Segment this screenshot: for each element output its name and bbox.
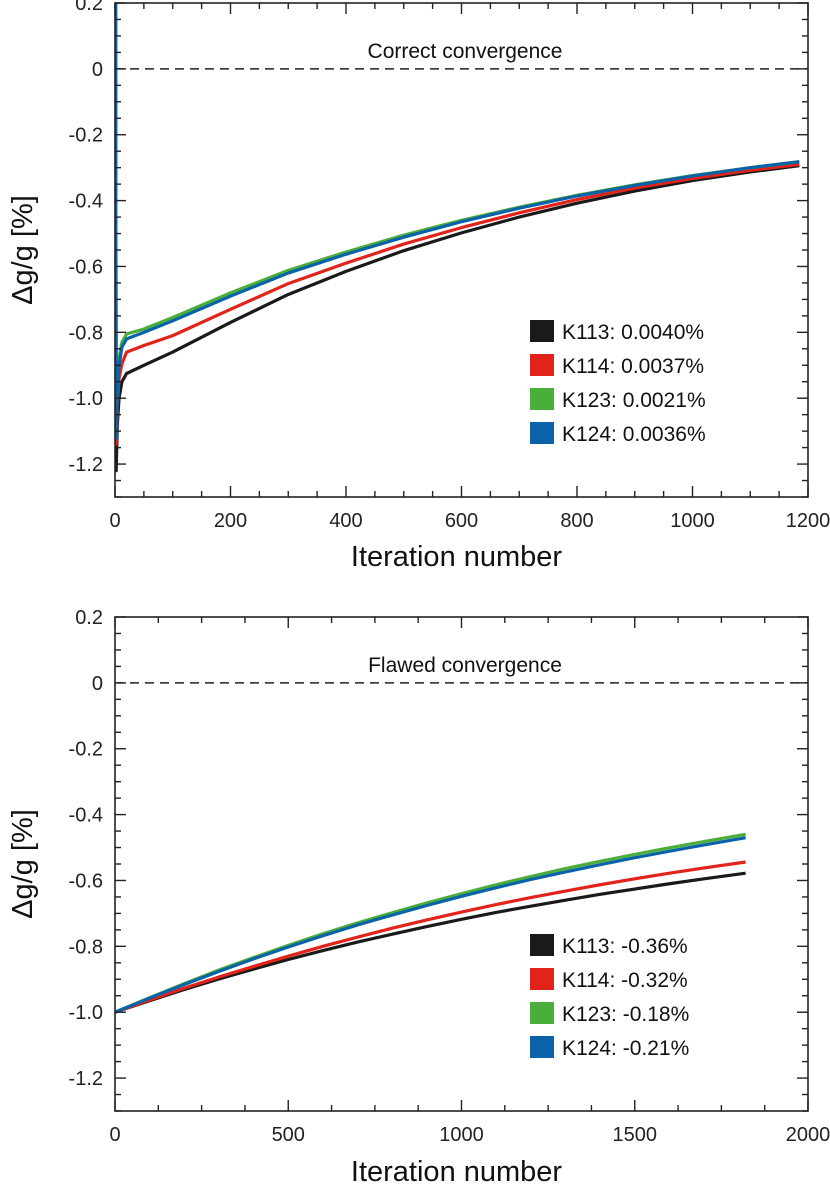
y-tick-label: -0.4 [69, 805, 103, 827]
legend-label-k113: K113: -0.36% [562, 935, 688, 958]
legend-swatch-k124 [530, 422, 554, 444]
x-tick-label: 2000 [786, 1124, 830, 1146]
x-tick-label: 500 [272, 1124, 305, 1146]
y-tick-label: -1.2 [69, 454, 103, 476]
series-line-k113 [115, 871, 746, 1014]
legend-swatch-k113 [530, 934, 554, 956]
y-tick-label: -0.4 [69, 191, 103, 213]
y-tick-label: -0.2 [69, 739, 103, 761]
x-axis-title: Iteration number [351, 541, 563, 573]
legend-label-k114: K114: 0.0037% [562, 355, 704, 378]
x-tick-label: 1500 [613, 1124, 658, 1146]
convergence-annotation: Flawed convergence [368, 654, 562, 677]
y-tick-label: -1.0 [69, 388, 103, 410]
legend-swatch-k113 [530, 320, 554, 342]
y-tick-label: -0.8 [69, 936, 103, 958]
y-tick-label: 0.2 [75, 0, 103, 15]
plot-frame [114, 616, 809, 1112]
x-tick-label: 0 [109, 510, 120, 532]
legend-label-k124: K124: 0.0036% [562, 423, 706, 446]
x-tick-label: 1200 [786, 510, 830, 532]
top-panel-correct-convergence: Correct convergence 0 200 400 600 800 1000 1200… [7, 0, 830, 573]
y-tick-label: -0.2 [69, 125, 103, 147]
legend-label-k114: K114: -0.32% [562, 969, 688, 992]
legend-label-k123: K123: 0.0021% [562, 389, 706, 412]
y-tick-label: -1.0 [69, 1002, 103, 1024]
series-line-k124 [115, 836, 746, 1014]
legend-label-k124: K124: -0.21% [562, 1037, 689, 1060]
y-axis-title: Δg/g [%] [7, 809, 39, 919]
legend-swatch-k114 [530, 354, 554, 376]
x-axis-title: Iteration number [351, 1156, 563, 1188]
legend-label-k123: K123: -0.18% [562, 1003, 689, 1026]
x-tick-label: 400 [329, 510, 362, 532]
legend-swatch-k114 [530, 968, 554, 990]
legend: K113: -0.36% K114: -0.32% K123: -0.18% K124… [530, 934, 689, 1060]
x-tick-label: 1000 [670, 510, 715, 532]
y-tick-label: 0 [92, 673, 103, 695]
convergence-annotation: Correct convergence [368, 40, 563, 63]
y-axis-title: Δg/g [%] [7, 195, 39, 305]
y-tick-label: -0.6 [69, 256, 103, 278]
legend-swatch-k124 [530, 1036, 554, 1058]
legend-swatch-k123 [530, 1002, 554, 1024]
legend: K113: 0.0040% K114: 0.0037% K123: 0.0021% K… [530, 320, 706, 446]
bottom-panel-flawed-convergence: Flawed convergence 0 500 1000 1500 2000 0.2 0 -0… [7, 607, 830, 1188]
x-tick-label: 200 [214, 510, 247, 532]
x-tick-label: 800 [560, 510, 593, 532]
x-tick-label: 1000 [439, 1124, 484, 1146]
y-tick-label: 0 [92, 59, 103, 81]
y-tick-label: -0.6 [69, 870, 103, 892]
y-tick-label: -1.2 [69, 1068, 103, 1090]
x-tick-label: 0 [109, 1124, 120, 1146]
legend-label-k113: K113: 0.0040% [562, 321, 704, 344]
x-tick-label: 600 [445, 510, 478, 532]
y-tick-label: -0.8 [69, 322, 103, 344]
series-line-k114 [115, 860, 746, 1014]
legend-swatch-k123 [530, 388, 554, 410]
y-tick-label: 0.2 [75, 607, 103, 629]
